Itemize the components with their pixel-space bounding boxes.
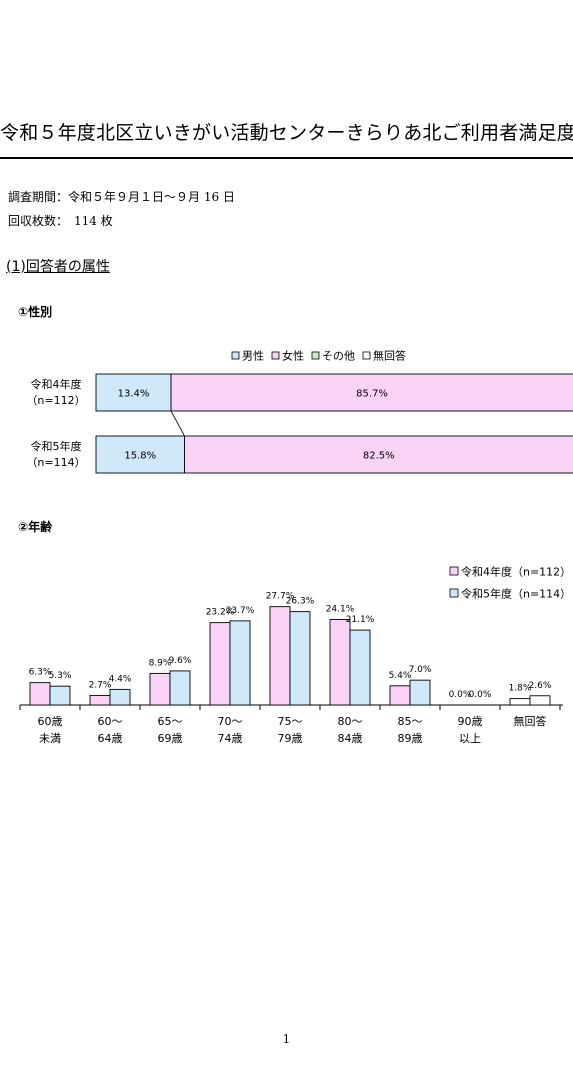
- age-data-label: 26.3%: [286, 597, 315, 607]
- age-bar-r5: [409, 679, 431, 706]
- age-category-label: 90歳: [458, 715, 483, 728]
- age-category-label: 80～: [338, 715, 363, 728]
- age-data-label: 7.0%: [409, 665, 432, 675]
- survey-period: 調査期間：令和５年９月１日～９月 16 日: [8, 190, 235, 204]
- gender-bar-female: [184, 435, 573, 474]
- age-data-label: 2.6%: [529, 681, 552, 691]
- age-bar-r4: [89, 694, 111, 706]
- gender-category-n: （n=114）: [26, 456, 85, 469]
- age-data-label: 8.9%: [149, 658, 172, 668]
- age-bar-r5: [529, 695, 551, 706]
- age-data-label: 4.4%: [109, 674, 132, 684]
- age-legend-swatch-1: [449, 588, 459, 598]
- gender-legend-swatch-1: [271, 351, 280, 360]
- age-category-label: 70～: [218, 715, 243, 728]
- gender-legend-swatch-2: [311, 351, 320, 360]
- gender-legend-label-1: 女性: [282, 349, 304, 363]
- age-bar-r5: [49, 685, 71, 706]
- age-bar-r4: [389, 685, 411, 706]
- age-category-label: 75～: [278, 715, 303, 728]
- gender-chart-title: ①性別: [18, 305, 53, 319]
- gender-series-connector: [170, 410, 185, 437]
- age-category-label: 84歳: [338, 732, 363, 745]
- age-category-label: 74歳: [218, 732, 243, 745]
- gender-data-label: 15.8%: [124, 451, 156, 462]
- age-category-label: 無回答: [514, 714, 547, 728]
- gender-data-label: 13.4%: [118, 389, 150, 400]
- age-bar-r4: [209, 622, 231, 706]
- age-category-label: 89歳: [398, 732, 423, 745]
- age-data-label: 27.7%: [266, 592, 295, 602]
- age-data-label: 0.0%: [449, 690, 472, 700]
- age-data-label: 0.0%: [469, 690, 492, 700]
- age-data-label: 9.6%: [169, 656, 192, 666]
- age-category-label: 65～: [158, 715, 183, 728]
- gender-legend-swatch-0: [231, 351, 240, 360]
- response-count: 回収枚数： 114 枚: [8, 214, 113, 228]
- age-bar-r5: [229, 620, 251, 706]
- age-data-label: 6.3%: [29, 668, 52, 678]
- age-category-label: 85～: [398, 715, 423, 728]
- age-bar-r4: [269, 606, 291, 706]
- gender-category-label: 令和4年度: [31, 377, 82, 391]
- age-category-label: 未満: [39, 732, 61, 745]
- age-data-label: 23.7%: [226, 606, 255, 616]
- age-category-label: 69歳: [158, 732, 183, 745]
- age-category-label: 60～: [98, 715, 123, 728]
- title-underline: [0, 157, 573, 159]
- page-number: 1: [282, 1032, 291, 1046]
- gender-legend-label-2: その他: [322, 350, 355, 363]
- age-category-label: 以上: [459, 732, 481, 745]
- age-category-label: 79歳: [278, 732, 303, 745]
- section-heading: (1)回答者の属性: [6, 259, 110, 275]
- age-legend-label-1: 令和5年度（n=114）: [461, 587, 571, 601]
- gender-legend-label-0: 男性: [242, 349, 264, 363]
- age-data-label: 2.7%: [89, 680, 112, 690]
- age-legend-label-0: 令和4年度（n=112）: [461, 565, 571, 579]
- age-data-label: 1.8%: [509, 684, 532, 694]
- age-bar-r5: [349, 629, 371, 706]
- age-bar-r4: [329, 618, 351, 706]
- gender-data-label: 85.7%: [356, 389, 388, 400]
- gender-legend-label-3: 無回答: [373, 349, 406, 363]
- age-bar-r5: [289, 611, 311, 706]
- gender-category-label: 令和5年度: [31, 439, 82, 453]
- age-data-label: 5.3%: [49, 671, 72, 681]
- age-bar-r5: [169, 670, 191, 706]
- age-category-label: 64歳: [98, 732, 123, 745]
- document-title: 令和５年度北区立いきがい活動センターきらりあ北ご利用者満足度調査: [0, 122, 573, 144]
- age-data-label: 21.1%: [346, 615, 375, 625]
- gender-bar-male: [95, 435, 185, 474]
- age-bar-r4: [509, 698, 531, 706]
- age-legend-swatch-0: [449, 566, 459, 576]
- gender-bar-male: [95, 373, 172, 412]
- gender-bar-female: [170, 373, 573, 412]
- age-bar-r4: [149, 672, 171, 706]
- age-data-label: 23.2%: [206, 608, 235, 618]
- age-bar-r4: [29, 682, 51, 706]
- gender-category-n: （n=112）: [26, 394, 85, 407]
- age-category-label: 60歳: [38, 715, 63, 728]
- age-data-label: 5.4%: [389, 671, 412, 681]
- gender-data-label: 82.5%: [363, 451, 395, 462]
- gender-legend-swatch-3: [362, 351, 371, 360]
- age-chart-title: ②年齢: [18, 520, 53, 534]
- age-bar-r5: [109, 688, 131, 706]
- age-data-label: 24.1%: [326, 604, 355, 614]
